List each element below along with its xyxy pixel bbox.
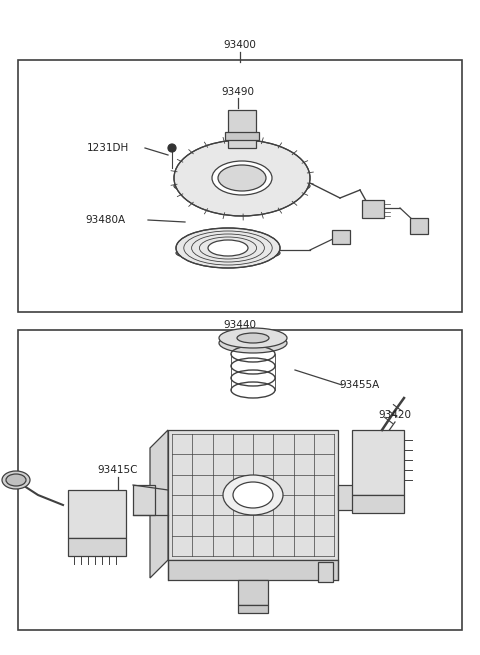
Bar xyxy=(18,330,462,630)
Bar xyxy=(18,60,462,312)
Text: 93415C: 93415C xyxy=(98,465,138,475)
Ellipse shape xyxy=(176,245,280,261)
Ellipse shape xyxy=(208,240,248,256)
Bar xyxy=(338,485,356,510)
Ellipse shape xyxy=(219,328,287,348)
Ellipse shape xyxy=(168,144,176,152)
Bar xyxy=(228,110,256,148)
Ellipse shape xyxy=(174,176,310,196)
Text: 93420: 93420 xyxy=(379,410,411,420)
Ellipse shape xyxy=(212,161,272,195)
Bar xyxy=(68,538,126,556)
Bar xyxy=(168,560,338,580)
Bar xyxy=(318,562,333,582)
Ellipse shape xyxy=(237,333,269,343)
Bar xyxy=(168,430,338,560)
Bar xyxy=(238,605,268,613)
Bar xyxy=(410,218,428,234)
Ellipse shape xyxy=(176,228,280,268)
Text: 93440: 93440 xyxy=(224,320,256,330)
Text: 1231DH: 1231DH xyxy=(87,143,129,153)
Ellipse shape xyxy=(6,474,26,486)
Bar xyxy=(68,490,126,538)
Bar xyxy=(270,350,360,422)
Text: 93400: 93400 xyxy=(224,40,256,50)
Bar xyxy=(332,230,350,244)
Text: 93455A: 93455A xyxy=(340,380,380,390)
Bar xyxy=(352,495,404,513)
Ellipse shape xyxy=(223,475,283,515)
Ellipse shape xyxy=(218,165,266,191)
Bar xyxy=(133,485,155,515)
Polygon shape xyxy=(150,430,168,578)
Text: 93490: 93490 xyxy=(221,87,254,97)
Ellipse shape xyxy=(2,471,30,489)
Ellipse shape xyxy=(174,140,310,216)
Ellipse shape xyxy=(219,333,287,353)
Bar xyxy=(362,200,384,218)
Ellipse shape xyxy=(233,482,273,508)
Bar xyxy=(238,580,268,605)
Text: 93480A: 93480A xyxy=(85,215,125,225)
Bar xyxy=(225,132,259,140)
Bar xyxy=(352,430,404,495)
